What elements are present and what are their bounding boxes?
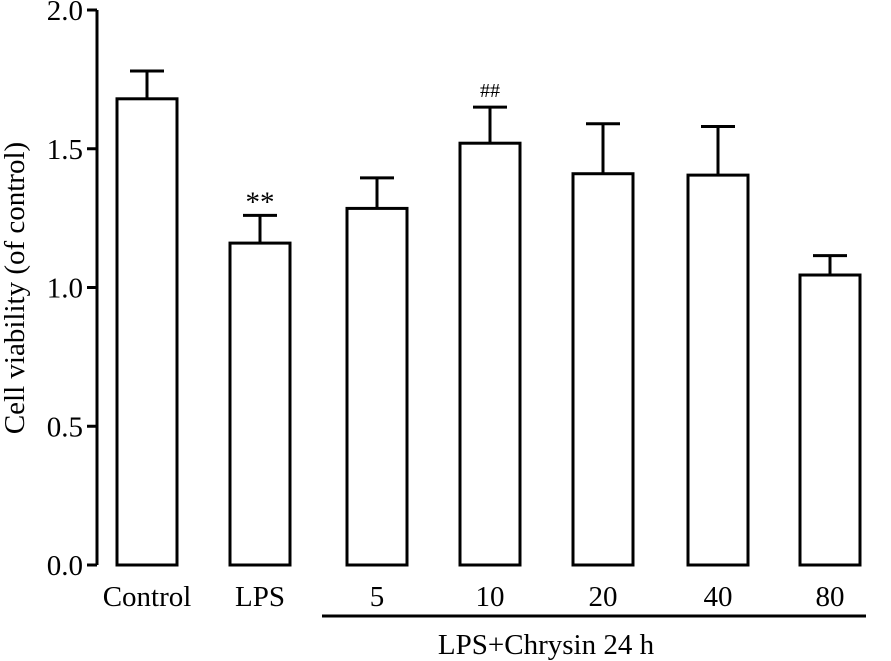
bar-10 xyxy=(458,141,522,567)
significance-annotation: ** xyxy=(246,186,275,218)
x-tick-label: LPS xyxy=(235,581,285,613)
axes: 0.0 0.5 1.0 1.5 2.0 xyxy=(47,0,99,582)
bar-lps xyxy=(228,241,292,567)
group-label: LPS+Chrysin 24 h xyxy=(438,629,655,661)
y-tick-label: 1.0 xyxy=(47,273,83,305)
y-axis-label: Cell viability (of control) xyxy=(0,142,31,434)
group-bracket: LPS+Chrysin 24 h xyxy=(322,614,866,661)
x-tick-label: 80 xyxy=(816,581,845,613)
bars: Control LPS ** 5 10 ## 20 40 80 xyxy=(103,69,862,613)
x-tick-label: 40 xyxy=(704,581,733,613)
x-tick-label: Control xyxy=(103,581,192,613)
bar-80 xyxy=(798,273,862,567)
bar-control xyxy=(115,97,179,567)
y-tick-label: 0.5 xyxy=(47,411,83,443)
y-tick-label: 2.0 xyxy=(47,0,83,27)
x-tick-label: 5 xyxy=(370,581,385,613)
y-tick-label: 1.5 xyxy=(47,134,83,166)
bar-40 xyxy=(686,173,750,567)
y-tick-label: 0.0 xyxy=(47,550,83,582)
x-tick-label: 10 xyxy=(476,581,505,613)
bar-5 xyxy=(345,206,409,567)
significance-annotation: ## xyxy=(480,80,500,102)
bar-20 xyxy=(571,172,635,567)
x-tick-label: 20 xyxy=(589,581,618,613)
